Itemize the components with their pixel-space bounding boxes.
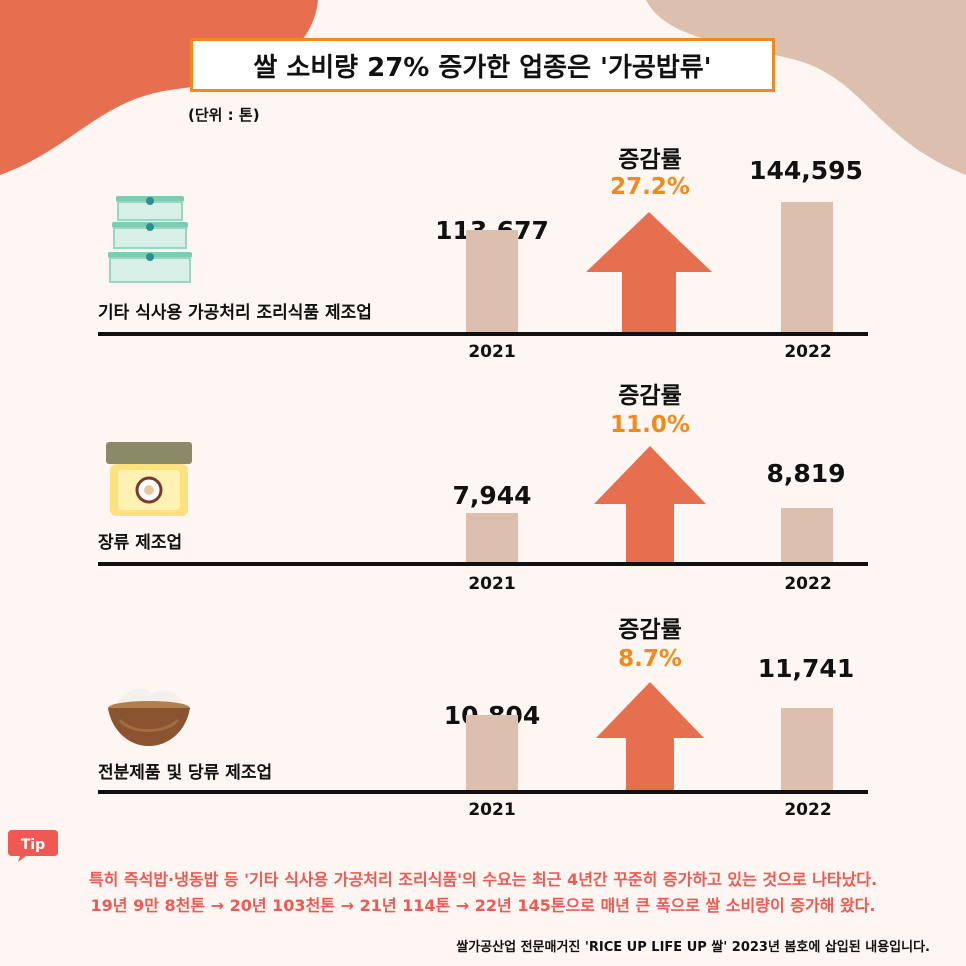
category-label: 전분제품 및 당류 제조업 <box>98 763 273 783</box>
increase-arrow-icon <box>594 446 706 562</box>
x-tick-label: 2022 <box>784 800 832 820</box>
food-container-icon <box>108 196 192 283</box>
x-axis-line <box>98 332 868 336</box>
value-label-2022: 144,595 <box>749 156 863 185</box>
increase-arrow-icon <box>596 682 704 790</box>
x-tick-label: 2022 <box>784 342 832 362</box>
category-label: 기타 식사용 가공처리 조리식품 제조업 <box>98 303 372 323</box>
x-tick-label: 2021 <box>468 800 516 820</box>
rate-label: 증감률 <box>618 617 682 643</box>
tip-badge: Tip <box>8 830 58 862</box>
tip-badge-label: Tip <box>21 837 45 853</box>
tip-line-1: 특히 즉석밥·냉동밥 등 '기타 식사용 가공처리 조리식품'의 수요는 최근 … <box>88 870 878 889</box>
rate-label: 증감률 <box>618 147 682 173</box>
page-title: 쌀 소비량 27% 증가한 업종은 '가공밥류' <box>190 38 775 92</box>
sauce-jar-icon <box>106 442 192 516</box>
bar-2022 <box>781 202 833 332</box>
x-tick-label: 2021 <box>468 342 516 362</box>
rate-value: 8.7% <box>618 646 682 672</box>
increase-arrow-icon <box>586 212 712 334</box>
x-axis-line <box>98 562 868 566</box>
bar-2022 <box>781 508 833 562</box>
x-tick-label: 2022 <box>784 574 832 594</box>
x-tick-label: 2021 <box>468 574 516 594</box>
rate-label: 증감률 <box>618 383 682 409</box>
bar-2022 <box>781 708 833 790</box>
tip-line-2: 19년 9만 8천톤 → 20년 103천톤 → 21년 114톤 → 22년 … <box>90 896 876 915</box>
source-note: 쌀가공산업 전문매거진 'RICE UP LIFE UP 쌀' 2023년 봄호… <box>456 940 930 955</box>
rate-value: 27.2% <box>610 174 690 200</box>
unit-label: (단위 : 톤) <box>188 106 260 124</box>
flour-bowl-icon <box>108 688 190 746</box>
value-label-2021: 7,944 <box>452 481 532 510</box>
x-axis-line <box>98 790 868 794</box>
value-label-2022: 8,819 <box>766 459 846 488</box>
category-label: 장류 제조업 <box>98 533 183 553</box>
value-label-2022: 11,741 <box>757 654 855 683</box>
bar-2021 <box>466 715 518 790</box>
rate-value: 11.0% <box>610 412 690 438</box>
bar-2021 <box>466 230 518 332</box>
bar-2021 <box>466 513 518 562</box>
